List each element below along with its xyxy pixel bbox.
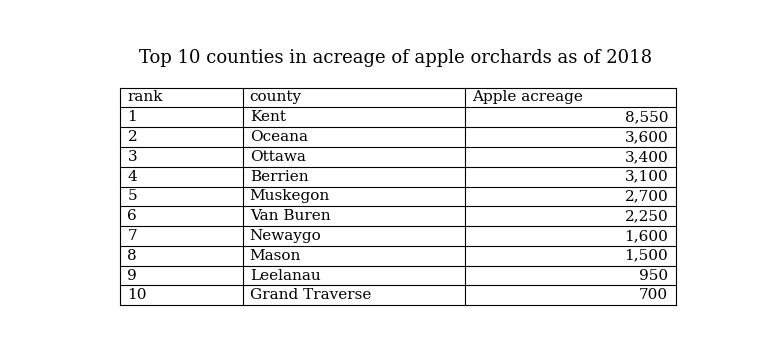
Text: Berrien: Berrien (250, 170, 308, 184)
Text: Muskegon: Muskegon (250, 190, 330, 203)
Text: 1,600: 1,600 (625, 229, 668, 243)
Text: Van Buren: Van Buren (250, 209, 330, 223)
Text: 950: 950 (639, 268, 668, 283)
Text: 7: 7 (127, 229, 137, 243)
Text: Ottawa: Ottawa (250, 150, 305, 164)
Text: Leelanau: Leelanau (250, 268, 321, 283)
Text: 2,700: 2,700 (625, 190, 668, 203)
Text: 3: 3 (127, 150, 137, 164)
Text: 4: 4 (127, 170, 137, 184)
Text: 3,600: 3,600 (625, 130, 668, 144)
Text: 700: 700 (639, 288, 668, 302)
Text: Grand Traverse: Grand Traverse (250, 288, 371, 302)
Text: 1: 1 (127, 110, 137, 124)
Text: Oceana: Oceana (250, 130, 308, 144)
Text: 5: 5 (127, 190, 137, 203)
Text: 1,500: 1,500 (625, 249, 668, 263)
Text: 2,250: 2,250 (625, 209, 668, 223)
Text: 3,100: 3,100 (625, 170, 668, 184)
Text: 8,550: 8,550 (625, 110, 668, 124)
Text: 9: 9 (127, 268, 137, 283)
Text: Kent: Kent (250, 110, 286, 124)
Text: Apple acreage: Apple acreage (472, 90, 583, 104)
Text: Newaygo: Newaygo (250, 229, 322, 243)
Text: rank: rank (127, 90, 163, 104)
Text: 3,400: 3,400 (625, 150, 668, 164)
Text: 2: 2 (127, 130, 137, 144)
Text: 10: 10 (127, 288, 147, 302)
Text: Mason: Mason (250, 249, 301, 263)
Text: county: county (250, 90, 301, 104)
Text: 8: 8 (127, 249, 137, 263)
Text: 6: 6 (127, 209, 137, 223)
Text: Top 10 counties in acreage of apple orchards as of 2018: Top 10 counties in acreage of apple orch… (139, 49, 651, 67)
